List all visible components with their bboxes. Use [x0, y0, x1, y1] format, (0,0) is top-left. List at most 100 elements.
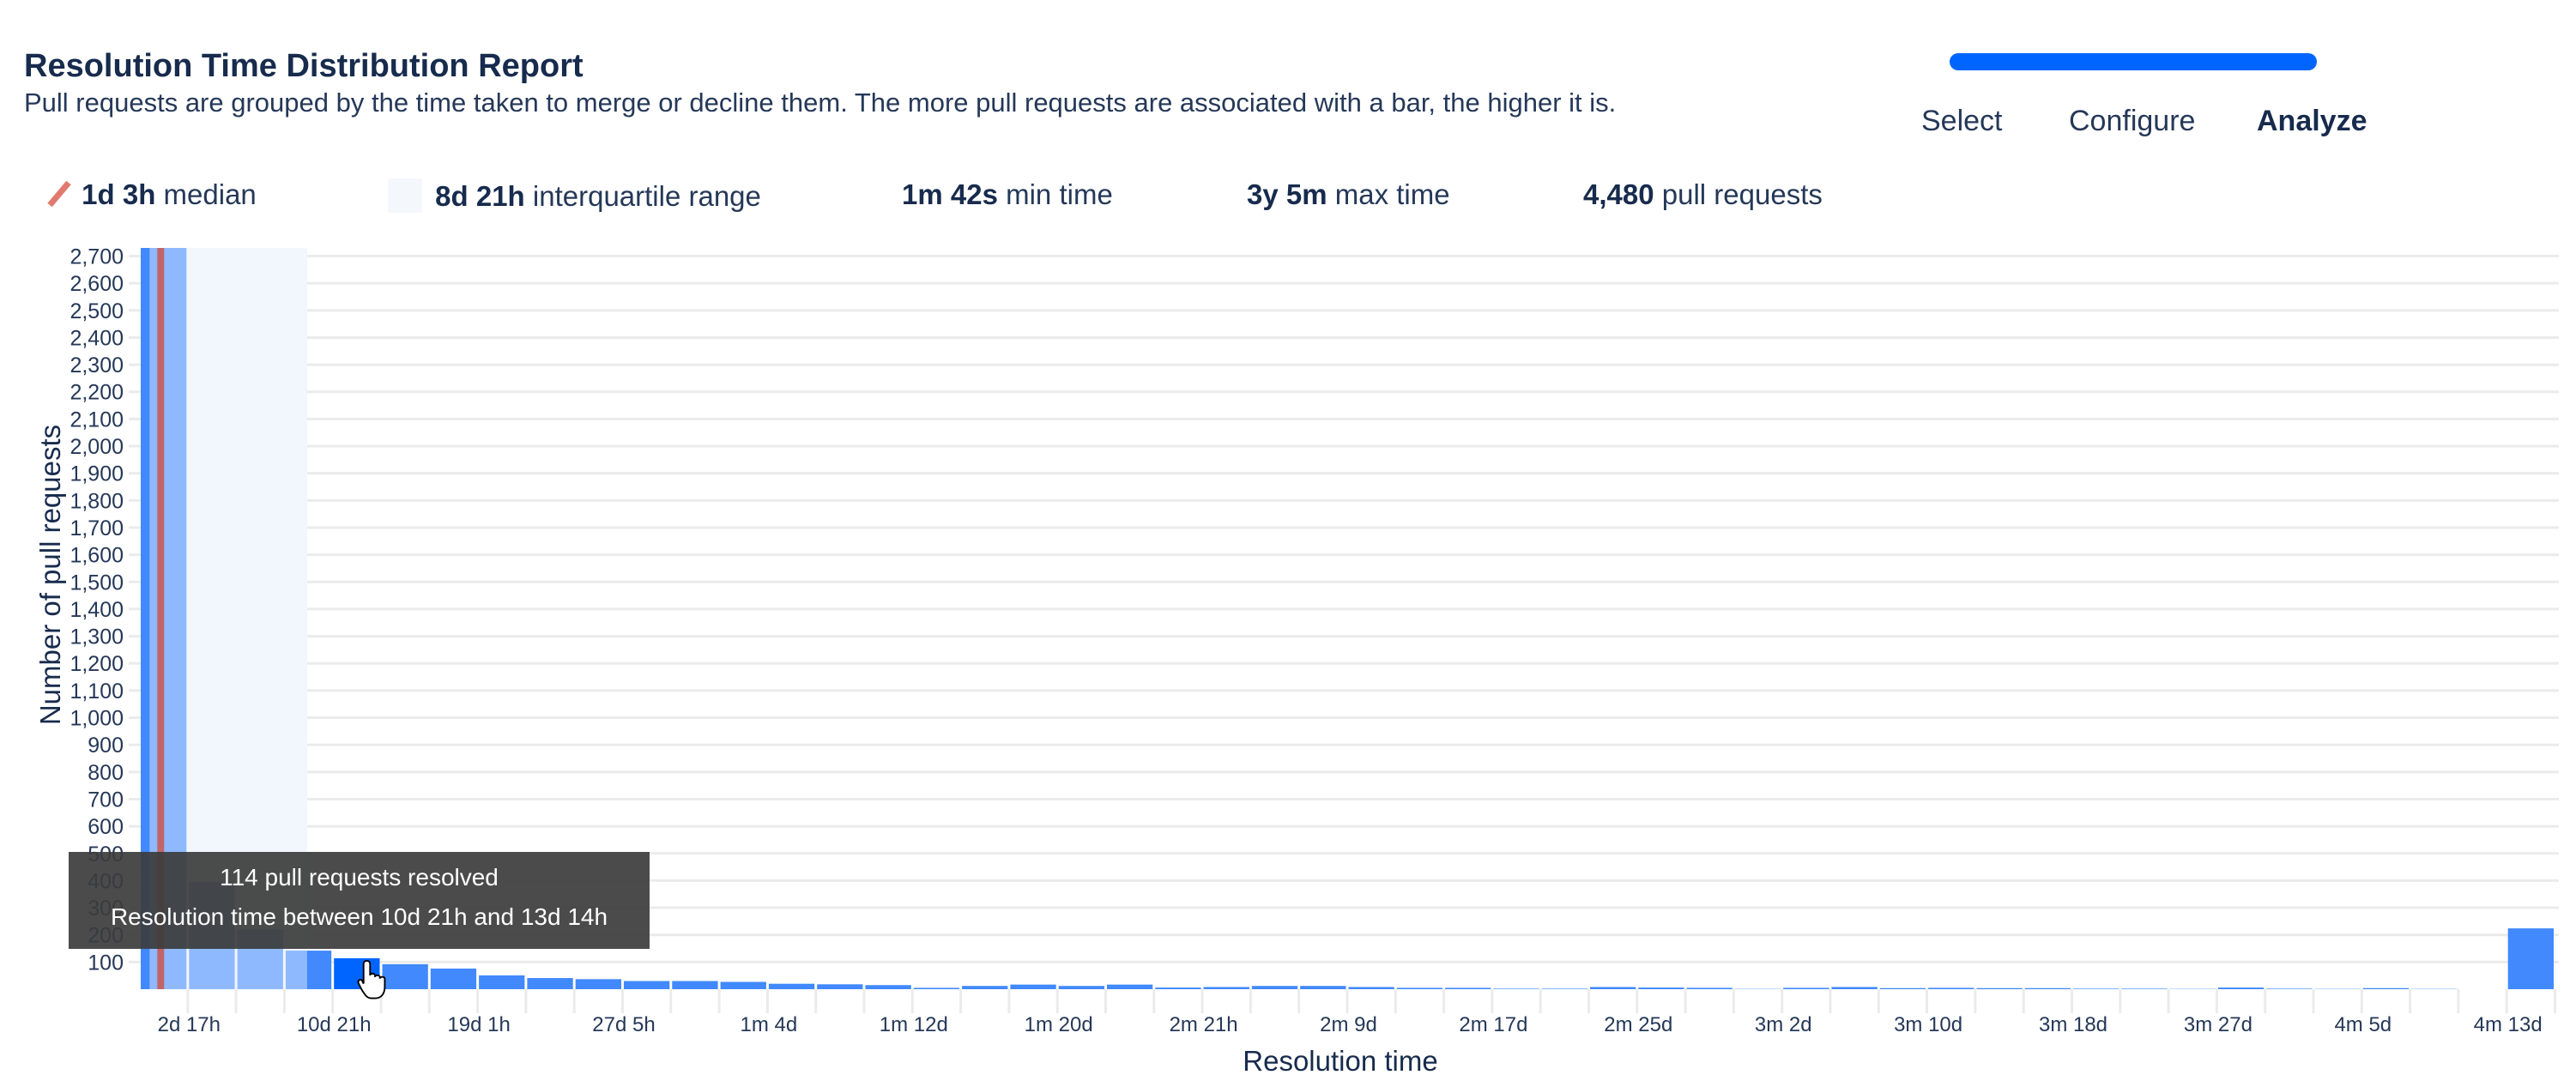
- y-tick-label: 1,700: [70, 516, 124, 540]
- y-tick-label: 2,400: [70, 326, 124, 350]
- bar[interactable]: [2024, 987, 2071, 989]
- bar[interactable]: [430, 968, 477, 989]
- x-tick-label: 3m 18d: [2039, 1013, 2107, 1036]
- gridlines: [129, 254, 2559, 963]
- bar[interactable]: [1058, 986, 1104, 989]
- count-value: 4,480: [1583, 178, 1654, 210]
- y-tick-label: 1,000: [70, 707, 124, 731]
- y-tick-label: 1,600: [70, 544, 124, 568]
- bar[interactable]: [1445, 987, 1491, 989]
- y-tick-label: 1,300: [70, 625, 124, 649]
- bar[interactable]: [913, 987, 960, 989]
- bar[interactable]: [1928, 987, 1974, 989]
- median-marker: [157, 248, 165, 989]
- bar[interactable]: [1590, 987, 1636, 989]
- page-subtitle: Pull requests are grouped by the time ta…: [24, 88, 1617, 118]
- x-tick-label: 1m 4d: [741, 1013, 798, 1036]
- bar[interactable]: [1107, 984, 1153, 989]
- x-tick-label: 2m 21h: [1170, 1013, 1238, 1036]
- x-tick-label: 19d 1h: [447, 1013, 510, 1036]
- y-tick-label: 700: [88, 788, 124, 812]
- min-label: min time: [1006, 178, 1113, 210]
- bar[interactable]: [2362, 987, 2410, 989]
- median-value: 1d 3h: [82, 178, 156, 210]
- bar[interactable]: [1300, 986, 1346, 989]
- bar[interactable]: [1541, 988, 1587, 989]
- x-tick-label: 2m 9d: [1320, 1013, 1377, 1036]
- bar[interactable]: [1348, 987, 1394, 989]
- bar-tooltip: 114 pull requests resolved Resolution ti…: [69, 852, 650, 949]
- bar[interactable]: [575, 979, 621, 989]
- bar[interactable]: [285, 951, 332, 989]
- bar[interactable]: [1638, 987, 1684, 989]
- bar[interactable]: [1879, 987, 1926, 989]
- stat-iqr: 8d 21h interquartile range: [388, 178, 761, 213]
- y-tick-label: 1,200: [70, 652, 124, 676]
- bar[interactable]: [1783, 987, 1829, 989]
- bar[interactable]: [1831, 987, 1878, 989]
- bar[interactable]: [624, 981, 670, 989]
- x-tick-label: 2m 25d: [1604, 1013, 1672, 1036]
- bar[interactable]: [817, 984, 863, 989]
- tooltip-count: 114 pull requests resolved: [220, 864, 499, 891]
- y-tick-label: 2,200: [70, 381, 124, 405]
- y-tick-label: 2,000: [70, 435, 124, 459]
- y-tick-label: 600: [88, 815, 124, 839]
- bar[interactable]: [2217, 987, 2265, 989]
- stat-max: 3y 5m max time: [1247, 178, 1450, 211]
- bar[interactable]: [2073, 988, 2119, 989]
- stat-median: 1d 3h median: [45, 178, 257, 211]
- x-axis-ticks: 2d 17h 10d 21h 19d 1h 27d 5h 1m 4d 1m 12d 1m 2…: [158, 989, 2556, 1036]
- bar[interactable]: [2507, 928, 2554, 989]
- median-label: median: [163, 178, 257, 210]
- bar[interactable]: [1686, 987, 1732, 989]
- x-tick-label: 4m 13d: [2474, 1013, 2543, 1036]
- bar[interactable]: [962, 986, 1008, 989]
- bar[interactable]: [672, 981, 718, 989]
- max-value: 3y 5m: [1247, 178, 1327, 210]
- max-label: max time: [1334, 178, 1450, 210]
- bar[interactable]: [865, 985, 911, 989]
- stepper-progress-bar: [1950, 53, 2317, 70]
- bar[interactable]: [1251, 986, 1298, 989]
- bar[interactable]: [479, 975, 525, 989]
- iqr-value: 8d 21h: [435, 180, 525, 212]
- bar[interactable]: [382, 963, 428, 989]
- x-tick-label: 1m 20d: [1025, 1013, 1093, 1036]
- bar[interactable]: [1155, 987, 1201, 989]
- x-tick-label: 2m 17d: [1459, 1013, 1527, 1036]
- bar[interactable]: [1396, 987, 1443, 989]
- y-tick-label: 1,800: [70, 489, 124, 513]
- bar[interactable]: [2121, 988, 2168, 989]
- x-tick-label: 3m 10d: [1894, 1013, 1962, 1036]
- bar[interactable]: [1203, 987, 1249, 989]
- y-tick-label: 2,100: [70, 408, 124, 432]
- y-tick-label: 100: [88, 951, 124, 975]
- hand-cursor-icon: [357, 959, 386, 999]
- bar[interactable]: [720, 981, 766, 989]
- x-tick-label: 3m 2d: [1755, 1013, 1812, 1036]
- y-axis-title: Number of pull requests: [34, 425, 66, 725]
- min-value: 1m 42s: [902, 178, 998, 210]
- y-tick-label: 1,900: [70, 462, 124, 486]
- y-tick-label: 1,100: [70, 679, 124, 704]
- page-title: Resolution Time Distribution Report: [24, 48, 584, 84]
- bar[interactable]: [2266, 988, 2313, 989]
- bar[interactable]: [1493, 988, 1539, 989]
- y-tick-label: 2,300: [70, 353, 124, 377]
- x-tick-label: 4m 5d: [2334, 1013, 2392, 1036]
- iqr-swatch-icon: [388, 178, 422, 213]
- bar[interactable]: [527, 978, 573, 989]
- tooltip-range: Resolution time between 10d 21h and 13d …: [110, 903, 608, 930]
- bar[interactable]: [768, 983, 815, 989]
- y-tick-label: 800: [88, 761, 124, 785]
- step-select[interactable]: Select: [1921, 105, 2003, 137]
- bar[interactable]: [1976, 987, 2023, 989]
- y-tick-label: 900: [88, 734, 124, 758]
- bar[interactable]: [1010, 984, 1056, 989]
- step-configure[interactable]: Configure: [2069, 105, 2196, 137]
- y-tick-label: 2,500: [70, 299, 124, 323]
- x-tick-label: 10d 21h: [297, 1013, 372, 1036]
- step-analyze[interactable]: Analyze: [2257, 105, 2367, 137]
- x-tick-label: 1m 12d: [880, 1013, 948, 1036]
